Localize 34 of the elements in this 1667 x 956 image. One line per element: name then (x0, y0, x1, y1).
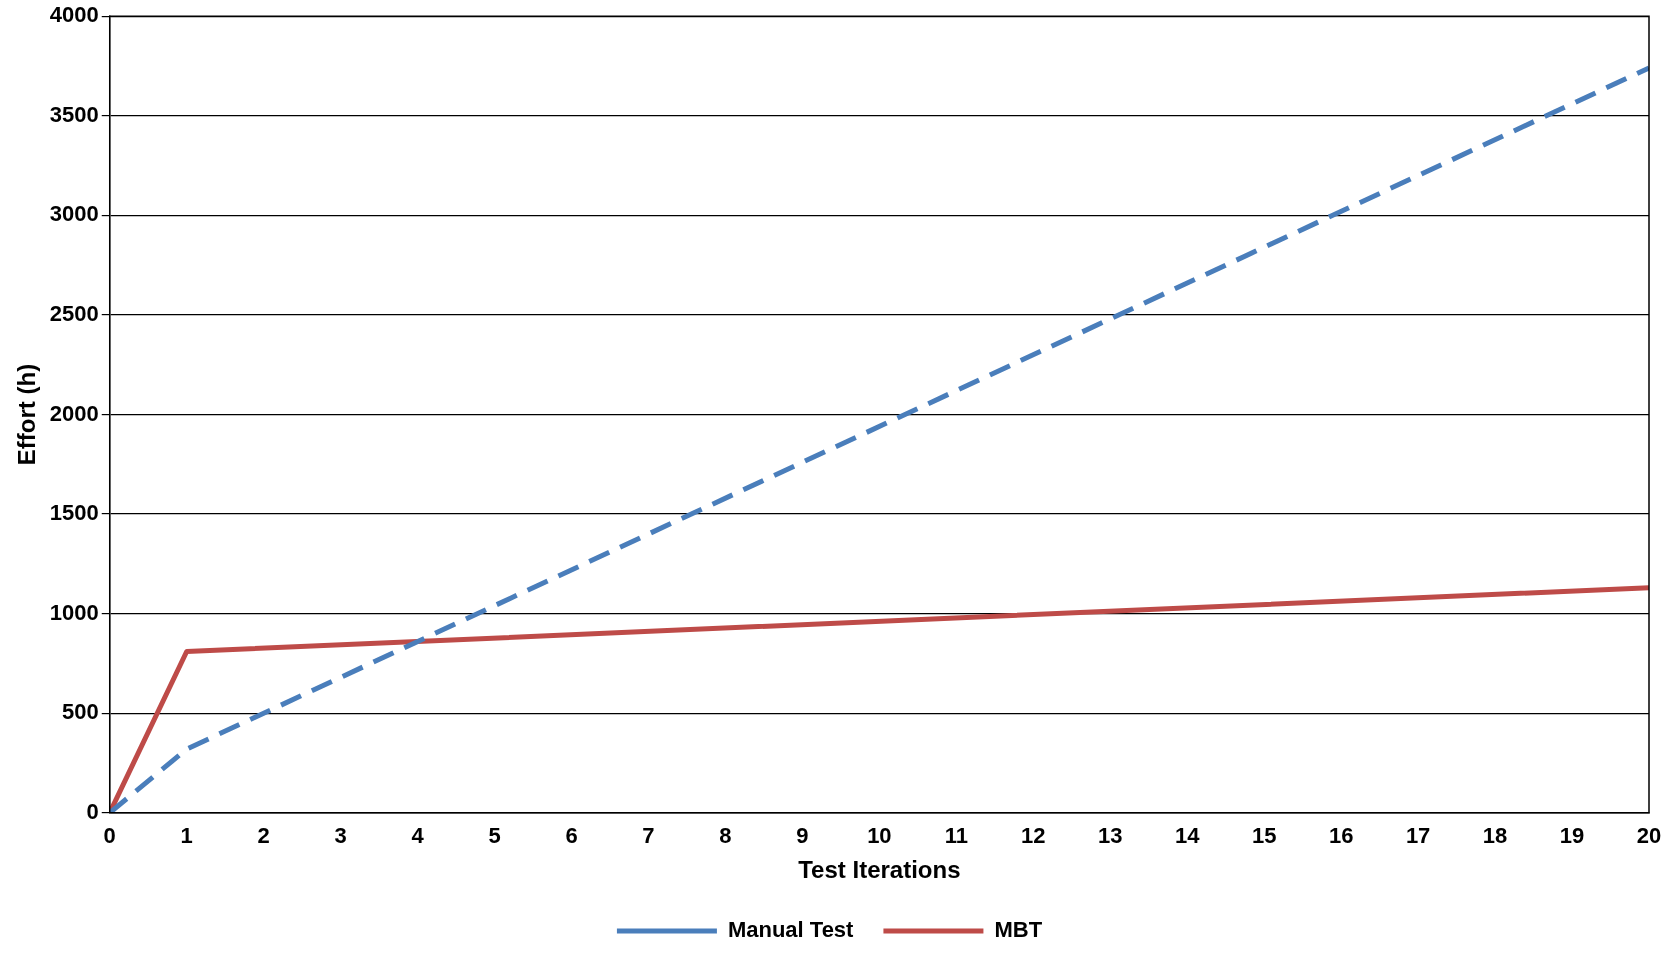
y-tick-label: 3500 (49, 101, 99, 127)
y-tick-label: 1500 (49, 500, 99, 526)
x-tick-label: 4 (411, 823, 425, 849)
x-tick-label: 16 (1328, 823, 1354, 849)
legend-label: MBT (994, 917, 1043, 943)
y-tick-label: 4000 (49, 2, 99, 28)
y-tick-label: 500 (62, 699, 99, 725)
x-tick-label: 11 (944, 823, 968, 849)
x-tick-label: 13 (1098, 823, 1123, 849)
x-tick-label: 10 (867, 823, 892, 849)
x-axis-title: Test Iterations (798, 856, 961, 884)
x-tick-label: 7 (642, 823, 655, 849)
x-tick-label: 0 (103, 823, 116, 849)
x-tick-label: 18 (1482, 823, 1508, 849)
y-tick-label: 1000 (49, 599, 99, 625)
x-tick-label: 14 (1174, 823, 1201, 849)
x-tick-label: 2 (257, 823, 270, 849)
x-tick-label: 8 (719, 823, 732, 849)
x-tick-label: 17 (1405, 823, 1431, 849)
x-tick-label: 9 (796, 823, 809, 849)
x-tick-label: 6 (565, 823, 578, 849)
y-tick-label: 0 (86, 798, 99, 824)
x-tick-label: 19 (1559, 823, 1585, 849)
legend-label: Manual Test (727, 917, 855, 943)
y-axis-title: Effort (h) (13, 363, 41, 466)
x-tick-label: 12 (1021, 823, 1046, 849)
y-tick-label: 2000 (49, 400, 99, 426)
x-tick-label: 1 (180, 823, 193, 849)
y-tick-label: 3000 (49, 201, 99, 227)
x-tick-label: 3 (334, 823, 347, 849)
x-tick-label: 5 (488, 823, 501, 849)
y-tick-label: 2500 (49, 300, 99, 326)
x-tick-label: 15 (1251, 823, 1277, 849)
x-tick-label: 20 (1636, 823, 1662, 849)
